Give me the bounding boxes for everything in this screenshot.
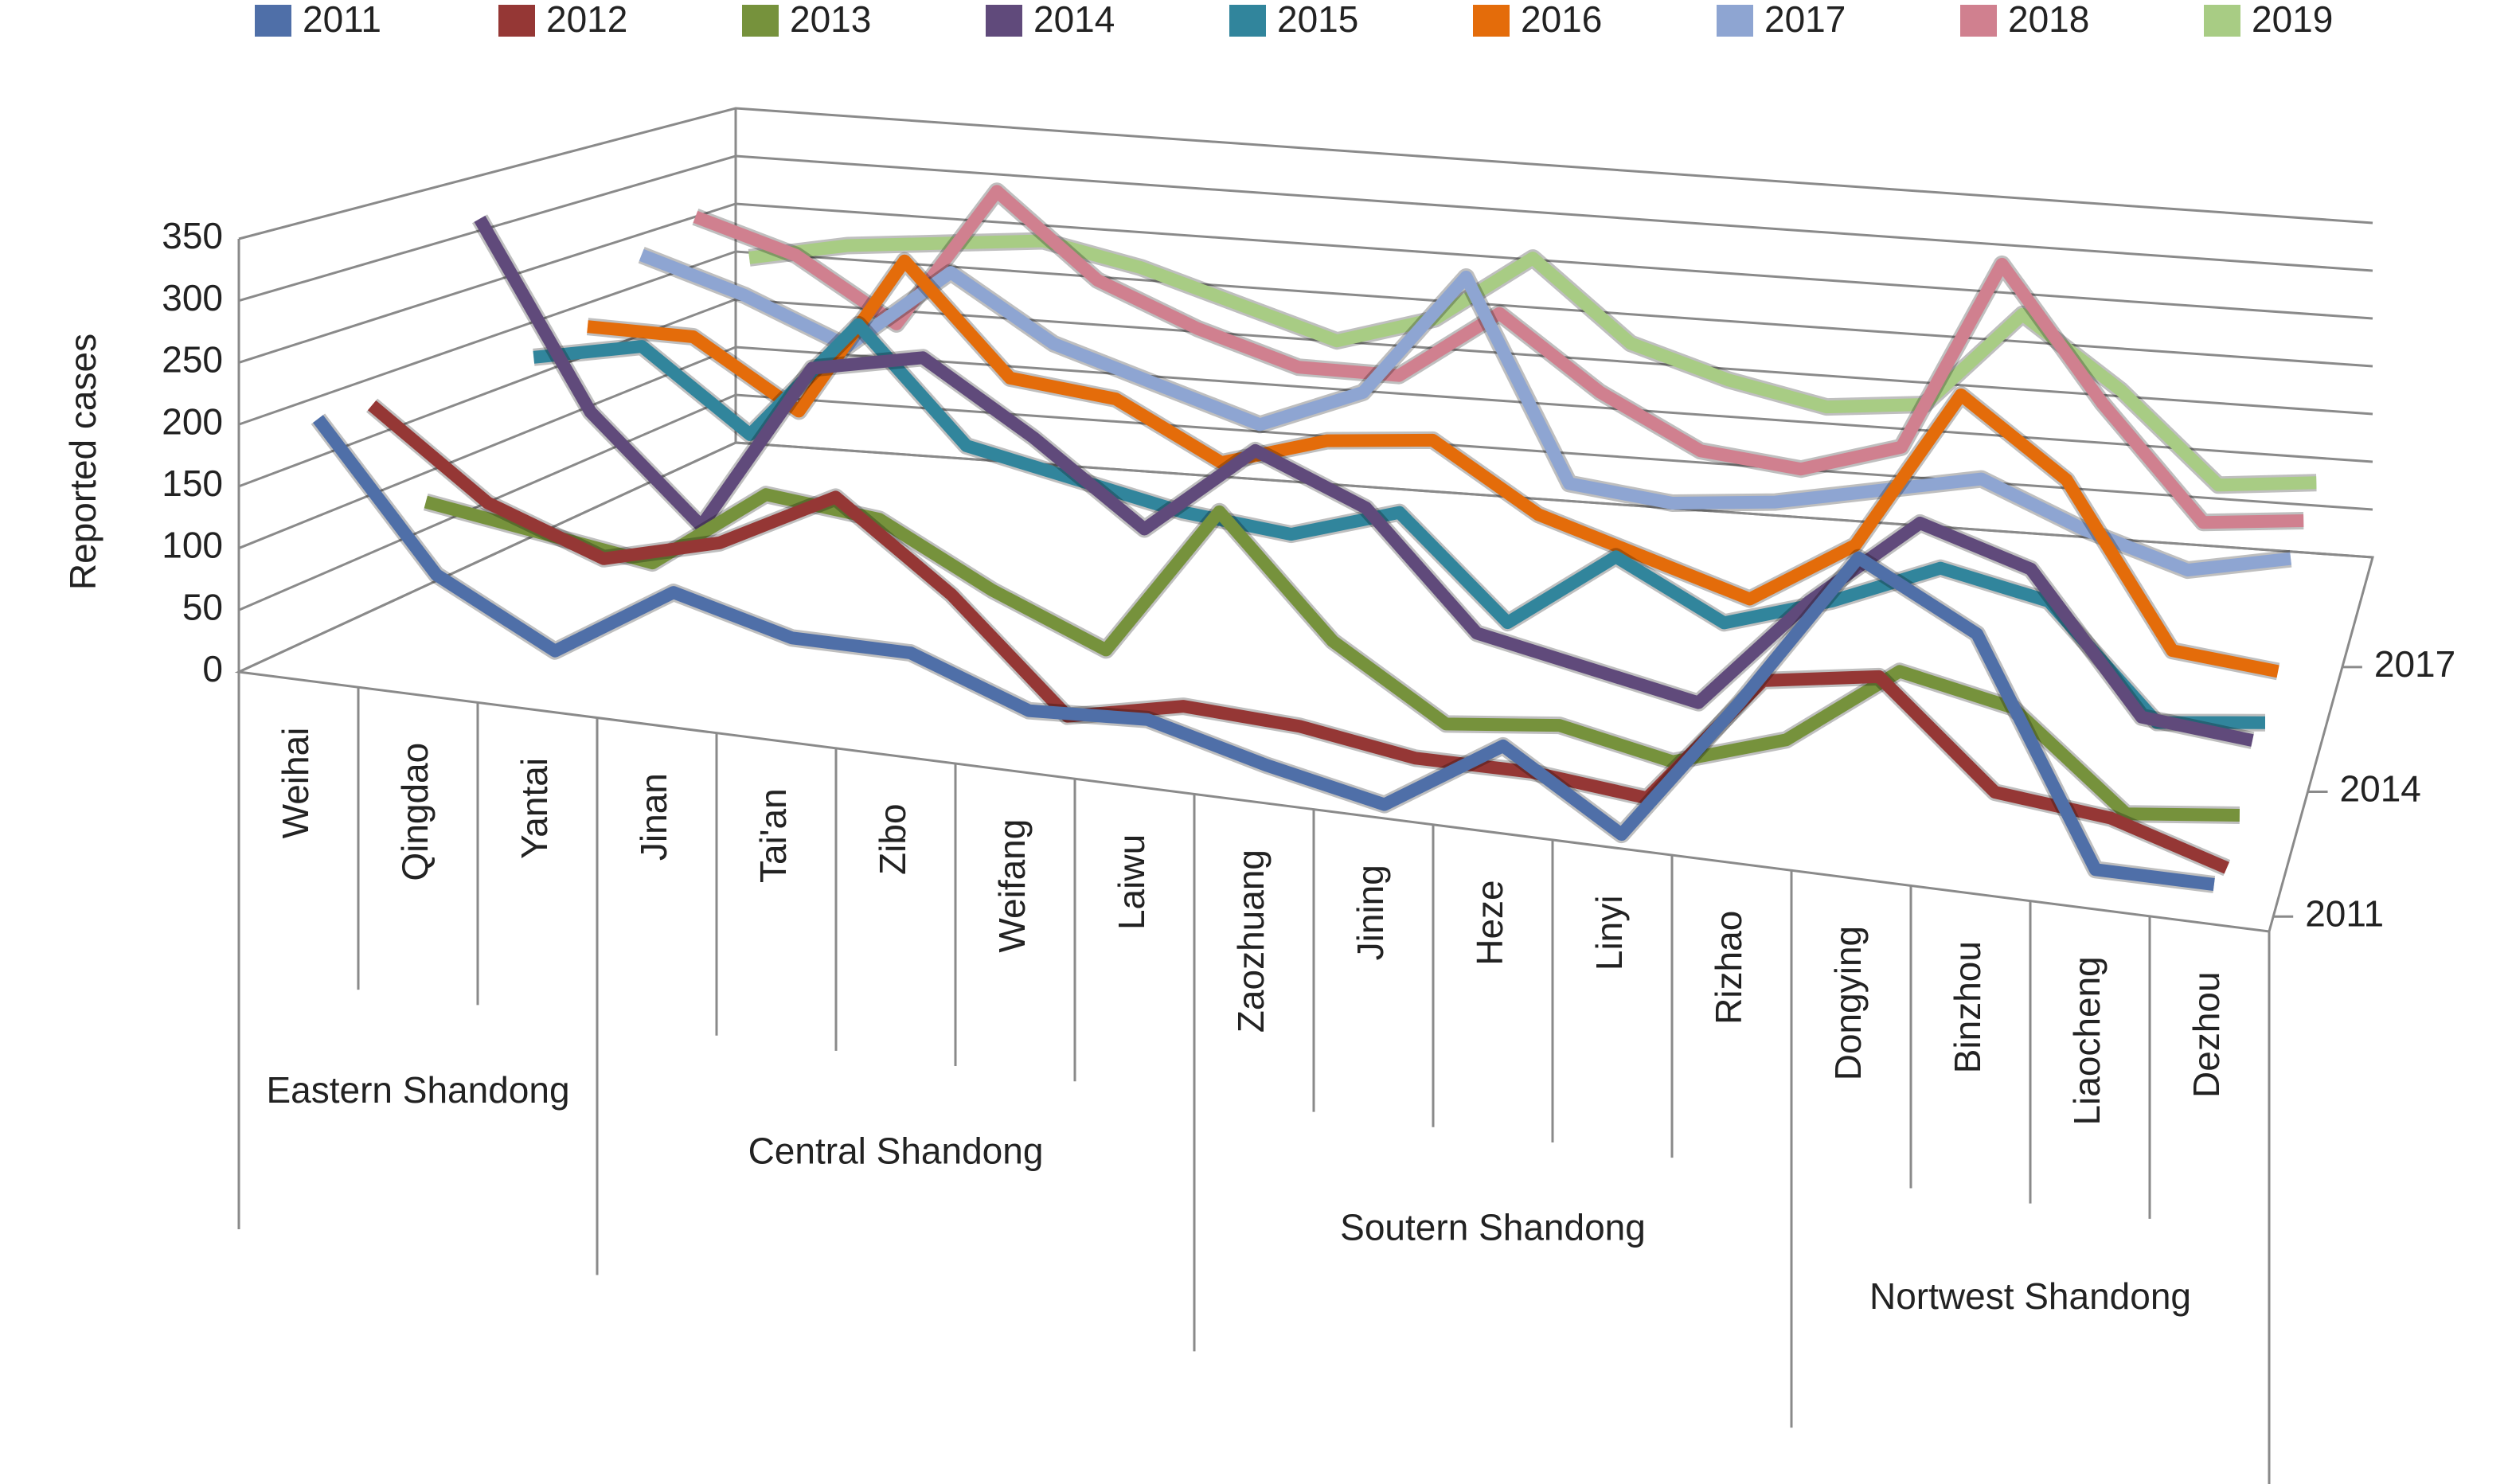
legend-swatch (2204, 5, 2240, 37)
legend-label: 2018 (2008, 0, 2089, 40)
y-tick-label: 200 (162, 400, 223, 442)
x-tick-label: Qingdao (394, 743, 436, 881)
x-tick-label: Tai'an (752, 788, 794, 883)
x-tick-label: Weihai (275, 728, 316, 839)
z-tick-label: 2011 (2305, 892, 2384, 934)
grid-line (238, 250, 2373, 426)
x-tick-label: Jinan (633, 773, 674, 861)
x-tick-label: Weifang (991, 819, 1033, 953)
y-tick-label: 0 (202, 648, 223, 689)
legend-swatch (255, 5, 291, 37)
legend-swatch (1960, 5, 1997, 37)
x-tick-label: Heze (1469, 880, 1510, 965)
legend-label: 2015 (1277, 0, 1358, 40)
group-label: Central Shandong (748, 1131, 1044, 1172)
series-line (639, 248, 2291, 577)
grid-line (238, 202, 2373, 364)
x-tick-label: Zaozhuang (1230, 849, 1272, 1033)
legend-swatch (498, 5, 535, 37)
series-line (313, 415, 2215, 891)
legend-label: 2017 (1764, 0, 1846, 40)
legend-label: 2016 (1521, 0, 1602, 40)
z-tick-label: 2017 (2374, 643, 2455, 685)
group-label: Nortwest Shandong (1869, 1275, 2191, 1317)
legend-swatch (986, 5, 1022, 37)
y-tick-label: 350 (162, 215, 223, 256)
series-line (367, 400, 2229, 874)
legend-label: 2014 (1033, 0, 1115, 40)
grid-line (238, 298, 2373, 488)
x-tick-label: Jining (1350, 865, 1391, 960)
x-tick-label: Laiwu (1111, 834, 1152, 930)
grid-line (238, 393, 2373, 611)
z-tick-label: 2014 (2340, 768, 2421, 810)
y-tick-label: 250 (162, 339, 223, 381)
grid-line (238, 346, 2373, 549)
legend-swatch (742, 5, 779, 37)
legend-label: 2012 (546, 0, 627, 40)
x-tick-label: Liaocheng (2066, 956, 2108, 1125)
series-line (474, 215, 2254, 747)
legend-label: 2013 (790, 0, 871, 40)
group-label: Soutern Shandong (1340, 1207, 1646, 1248)
y-tick-label: 150 (162, 463, 223, 504)
x-tick-label: Binzhou (1947, 941, 1988, 1073)
legend-swatch (1229, 5, 1266, 37)
y-tick-label: 50 (182, 586, 223, 627)
group-label: Eastern Shandong (266, 1069, 569, 1111)
x-tick-label: Dezhou (2186, 971, 2227, 1098)
x-tick-label: Dongying (1827, 926, 1869, 1080)
grid-line (238, 154, 2373, 303)
legend-swatch (1473, 5, 1510, 37)
legend-label: 2019 (2252, 0, 2333, 40)
grid-line (238, 441, 2373, 674)
y-axis-title: Reported cases (62, 334, 104, 590)
legend-swatch (1717, 5, 1753, 37)
x-tick-label: Zibo (872, 803, 913, 874)
y-tick-label: 100 (162, 525, 223, 566)
y-tick-label: 300 (162, 277, 223, 318)
grid-line (238, 107, 2373, 240)
series-line (424, 488, 2240, 822)
legend-label: 2011 (303, 0, 381, 40)
x-tick-label: Yantai (514, 758, 555, 859)
x-tick-label: Linyi (1588, 896, 1630, 971)
series-line (693, 185, 2304, 529)
series-line (587, 254, 2279, 678)
x-tick-label: Rizhao (1708, 911, 1749, 1025)
